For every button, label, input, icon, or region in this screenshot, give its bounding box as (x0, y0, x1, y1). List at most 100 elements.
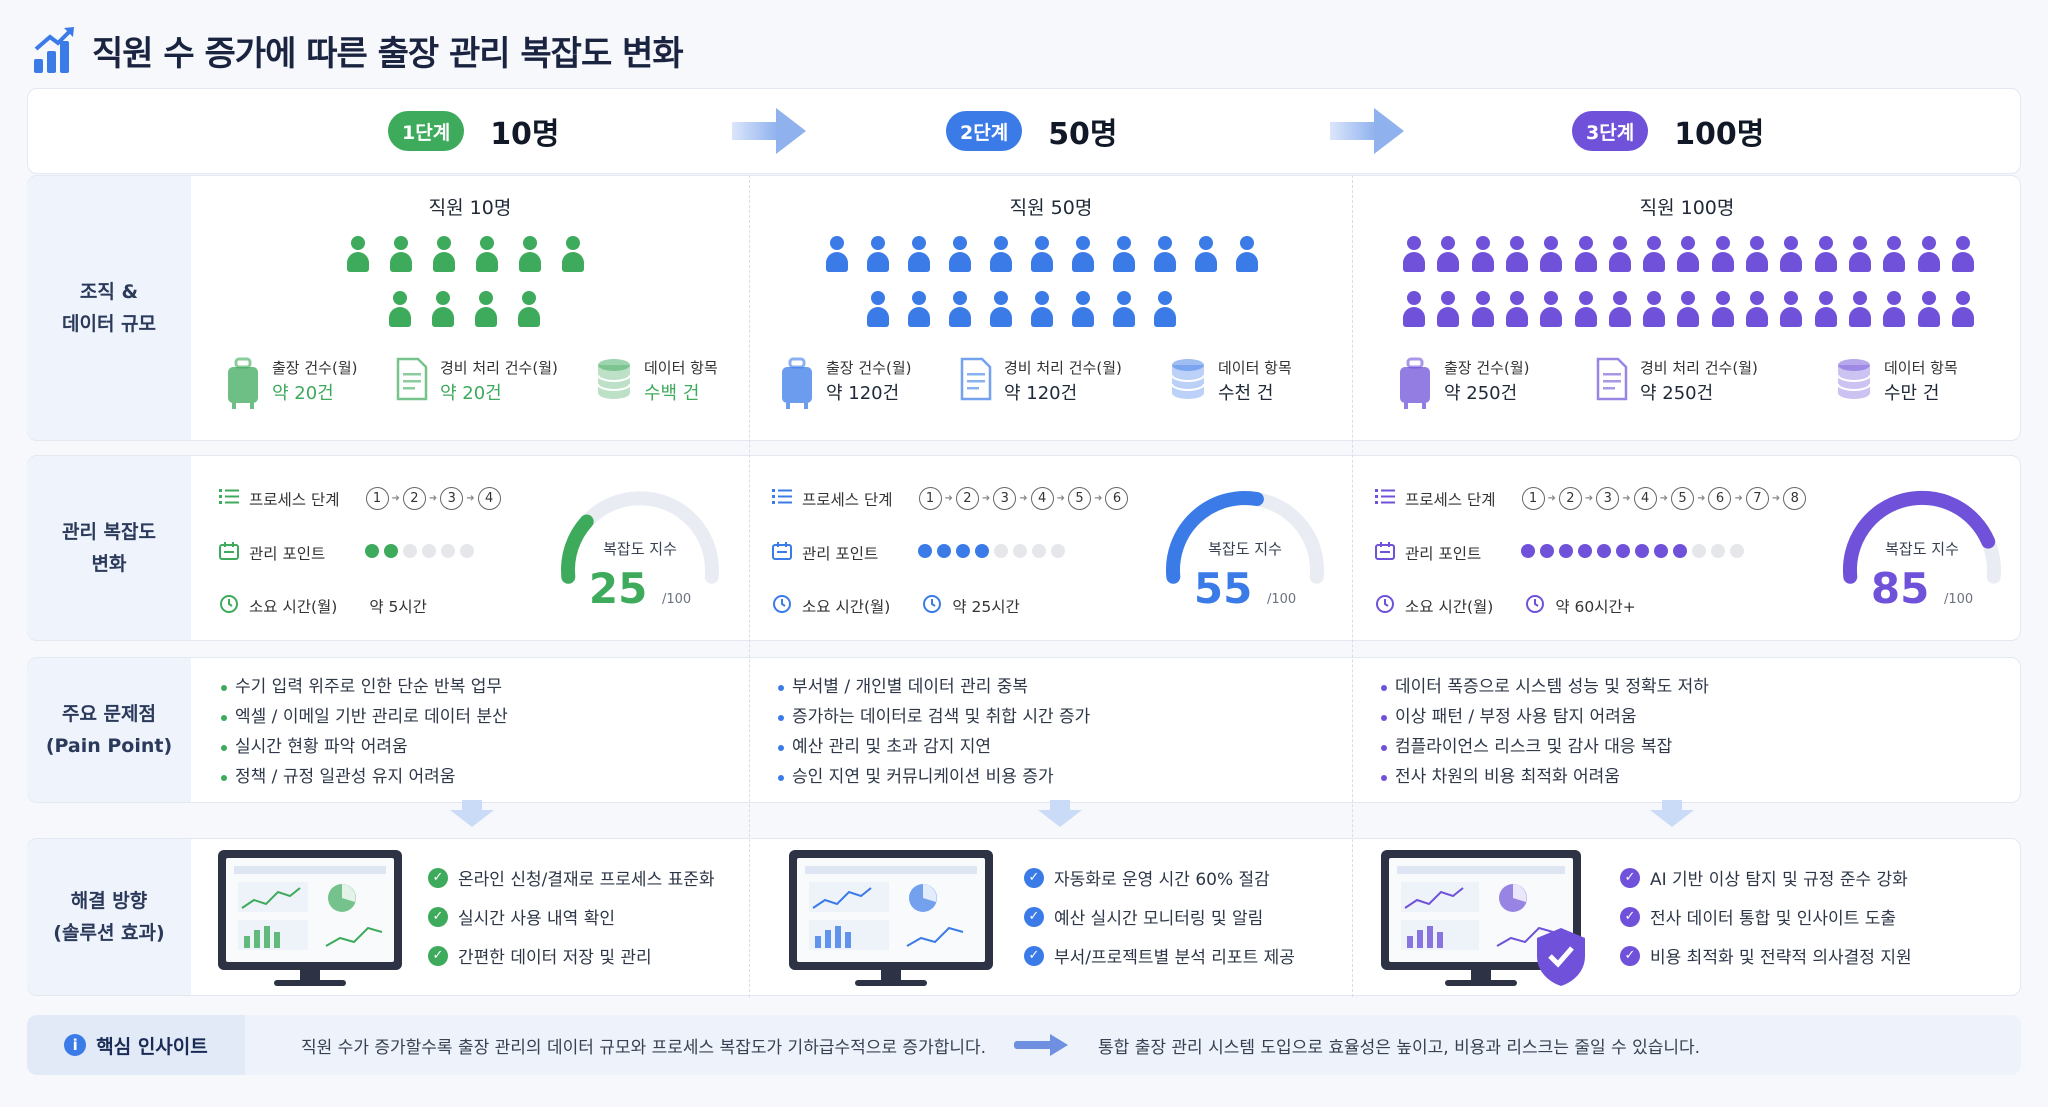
person-icon (1746, 291, 1768, 333)
person-icon (1471, 291, 1494, 333)
person-icon (1113, 291, 1135, 333)
person-icon (1540, 291, 1563, 333)
pain-item: 실시간 현황 파악 어려움 (219, 732, 508, 762)
solution-item: ✓ 온라인 신청/결재로 프로세스 표준화 (428, 858, 715, 897)
pain-item: 엑셀 / 이메일 기반 관리로 데이터 분산 (219, 702, 508, 732)
stat-label: 출장 건수(월) (272, 359, 358, 377)
stage-badge: 3단계 (1572, 111, 1649, 151)
point-dot (384, 544, 399, 558)
chevron-down-icon (450, 800, 494, 827)
stage-employee-count: 10명 (490, 117, 560, 152)
person-icon (1814, 291, 1837, 333)
person-icon (1437, 291, 1460, 333)
column-divider (749, 175, 750, 997)
stage-header-card (27, 88, 2021, 174)
point-dot (1654, 544, 1669, 558)
person-icon (990, 236, 1012, 278)
person-icon (475, 291, 497, 333)
growth-chart-icon (34, 27, 74, 73)
stat-label: 경비 처리 건수(월) (1004, 359, 1122, 377)
pain-item: 컴플라이언스 리스크 및 감사 대응 복잡 (1379, 732, 1709, 762)
solution-item: ✓ 부서/프로젝트별 분석 리포트 제공 (1024, 936, 1295, 975)
check-circle-icon: ✓ (1024, 945, 1044, 966)
person-icon (1154, 291, 1176, 333)
stat-value: 약 250건 (1444, 383, 1518, 404)
list-icon (219, 488, 239, 510)
process-step: 4 (1030, 487, 1054, 510)
person-icon (826, 236, 848, 278)
complexity-gauge (1842, 490, 2001, 584)
point-dot (1540, 544, 1555, 558)
person-icon (389, 291, 411, 333)
complexity-row-label: 관리 복잡도 변화 (27, 456, 191, 640)
gauge-value: 55 /100 (1193, 564, 1297, 613)
time-label: 소요 시간(월) (1405, 598, 1494, 616)
process-label: 프로세스 단계 (249, 490, 340, 509)
person-icon (1574, 291, 1597, 333)
calendar-icon (219, 542, 239, 564)
pain-list: 부서별 / 개인별 데이터 관리 중복 증가하는 데이터로 검색 및 취합 시간 … (776, 672, 1090, 792)
pain-row (27, 657, 2021, 803)
suitcase-icon (1398, 357, 1432, 415)
person-icon (1848, 236, 1871, 278)
step-arrow-icon: ➜ (1547, 493, 1556, 504)
stat-2: 데이터 항목 수백 건 (596, 357, 718, 409)
process-step: 3 (993, 487, 1017, 510)
time-label: 소요 시간(월) (802, 598, 891, 616)
document-icon (960, 357, 992, 405)
chevron-down-icon (1038, 800, 1082, 827)
check-circle-icon: ✓ (1620, 945, 1640, 966)
person-icon (1951, 236, 1974, 278)
pain-item: 부서별 / 개인별 데이터 관리 중복 (776, 672, 1090, 702)
person-icon (1917, 291, 1940, 333)
person-icon (562, 236, 584, 278)
time-row: 소요 시간(월) 약 5시간 (219, 594, 427, 618)
process-step: 2 (1558, 487, 1582, 510)
person-icon (1505, 291, 1528, 333)
person-icon (867, 291, 889, 333)
process-step: 3 (440, 487, 464, 510)
point-dot (441, 544, 456, 558)
points-label: 관리 포인트 (1405, 545, 1482, 563)
points-row: 관리 포인트 (772, 542, 1070, 564)
pain-item: 이상 패턴 / 부정 사용 탐지 어려움 (1379, 702, 1709, 732)
gauge-label: 복잡도 지수 (603, 540, 677, 558)
process-row: 프로세스 단계 1 ➜ 2 ➜ 3 ➜ 4 ➜ 5 ➜ 6 ➜ 7 ➜ 8 (1375, 487, 1807, 510)
person-icon (1711, 236, 1734, 278)
dashboard-monitor (1381, 850, 1585, 990)
person-icon (1113, 236, 1135, 278)
step-arrow-icon: ➜ (1734, 493, 1743, 504)
stat-label: 출장 건수(월) (1444, 359, 1530, 377)
step-arrow-icon: ➜ (981, 493, 991, 504)
insight-label: 핵심 인사이트 (96, 1035, 208, 1058)
process-step: 8 (1783, 487, 1807, 510)
step-arrow-icon: ➜ (428, 493, 438, 504)
step-arrow-icon: ➜ (466, 493, 475, 504)
stage-badge: 2단계 (946, 111, 1023, 151)
point-dot (1578, 544, 1593, 558)
page-title: 직원 수 증가에 따른 출장 관리 복잡도 변화 (92, 33, 684, 74)
stat-1: 경비 처리 건수(월) 약 20건 (396, 357, 558, 409)
points-row: 관리 포인트 (219, 542, 479, 564)
step-arrow-icon: ➜ (1584, 493, 1594, 504)
step-arrow-icon: ➜ (1697, 493, 1706, 504)
time-value: 약 25시간 (952, 598, 1020, 616)
dashboard-monitor (789, 850, 993, 990)
stat-value: 약 250건 (1640, 383, 1714, 404)
person-icon (1574, 236, 1597, 278)
database-icon (1836, 357, 1872, 405)
title-bar: 직원 수 증가에 따른 출장 관리 복잡도 변화 (30, 14, 684, 86)
insight-label-box: i 핵심 인사이트 (27, 1015, 245, 1075)
solution-list: ✓ AI 기반 이상 탐지 및 규정 준수 강화 ✓ 전사 데이터 통합 및 인사이트… (1620, 858, 1912, 975)
check-circle-icon: ✓ (428, 867, 448, 888)
info-icon: i (64, 1034, 87, 1056)
stage-3-headline: 직원 100명 (1639, 197, 1735, 219)
point-dot (1597, 544, 1612, 558)
check-circle-icon: ✓ (428, 906, 448, 927)
calendar-icon (1375, 542, 1395, 564)
stage-1-header: 1단계 10명 (388, 88, 560, 174)
stat-value: 수만 건 (1884, 383, 1940, 404)
point-dot (1730, 544, 1745, 558)
stat-label: 경비 처리 건수(월) (440, 359, 558, 377)
process-step: 7 (1745, 487, 1769, 510)
